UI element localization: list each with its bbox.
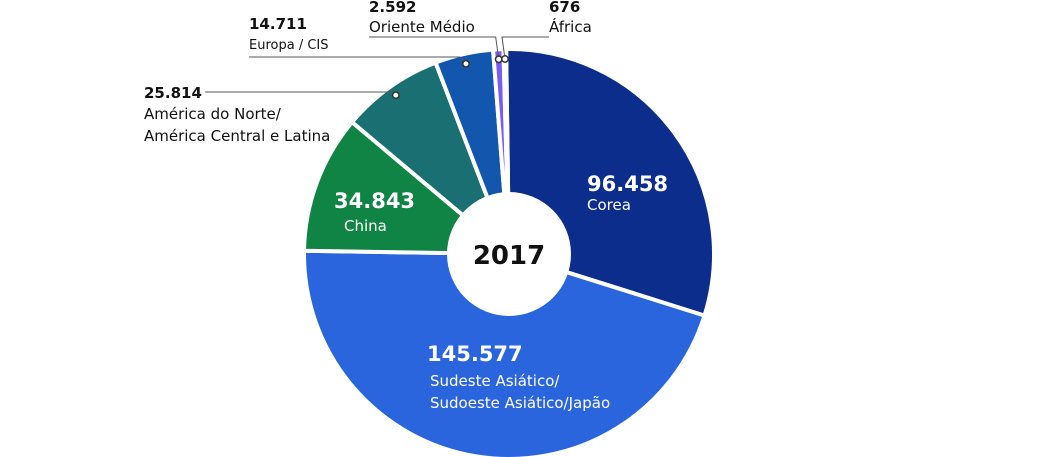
value-label-africa: 676 bbox=[549, 0, 580, 16]
category-label-america-line1: América do Norte/ bbox=[144, 105, 282, 123]
category-label-corea: Corea bbox=[587, 196, 631, 214]
leader-lines-group bbox=[205, 36, 549, 100]
category-label-sudeste-line2: Sudoeste Asiático/Japão bbox=[430, 394, 610, 412]
donut-hole bbox=[447, 192, 571, 316]
value-label-oriente: 2.592 bbox=[369, 0, 416, 16]
leader-dot-america bbox=[391, 91, 400, 100]
category-label-china: China bbox=[344, 217, 387, 235]
center-year-label: 2017 bbox=[473, 241, 545, 271]
category-label-america-line2: América Central e Latina bbox=[144, 127, 330, 145]
value-label-corea: 96.458 bbox=[587, 172, 668, 196]
leader-line-oriente bbox=[369, 36, 500, 60]
category-label-africa: África bbox=[549, 17, 592, 36]
pie-slice-sudeste bbox=[302, 248, 707, 457]
leader-dot-oriente bbox=[494, 55, 503, 64]
category-label-sudeste-line1: Sudeste Asiático/ bbox=[430, 372, 560, 390]
value-label-america: 25.814 bbox=[144, 84, 202, 102]
value-label-sudeste: 145.577 bbox=[427, 342, 523, 366]
category-label-europa: Europa / CIS bbox=[249, 38, 329, 53]
leader-line-africa bbox=[501, 36, 549, 60]
value-label-europa: 14.711 bbox=[249, 15, 307, 33]
leader-dot-africa bbox=[501, 55, 509, 63]
value-label-china: 34.843 bbox=[334, 189, 415, 213]
category-label-oriente: Oriente Médio bbox=[369, 18, 475, 36]
leader-dot-europa bbox=[462, 59, 470, 68]
leader-line-america bbox=[205, 91, 397, 96]
